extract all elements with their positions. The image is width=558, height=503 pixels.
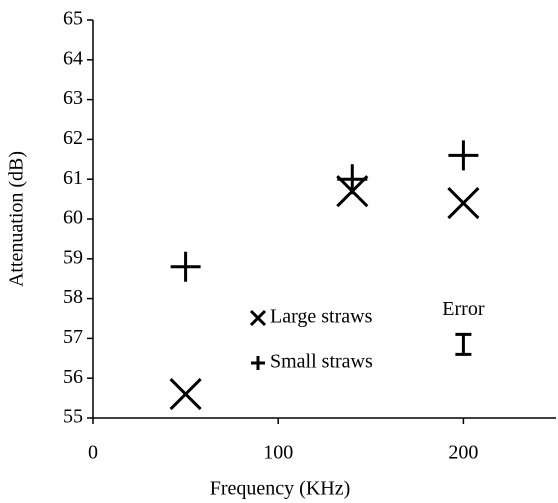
x-axis-label: Frequency (KHz) [210,478,351,500]
marker [337,164,368,195]
x-tick-label: 200 [448,442,478,464]
x-tick-label: 0 [88,442,98,464]
marker [169,378,202,411]
x-tick-label: 100 [263,442,293,464]
legend-marker [249,309,267,327]
y-tick-label: 55 [63,406,83,428]
marker [170,251,201,282]
y-tick-label: 63 [63,87,83,109]
y-tick-label: 60 [63,207,83,229]
y-tick-label: 56 [63,366,83,388]
y-tick-label: 57 [63,326,83,348]
legend-label: Large straws [270,306,373,328]
legend-marker [251,356,265,370]
y-tick-label: 59 [63,246,83,268]
legend-label: Small straws [270,351,373,373]
error-label: Error [442,298,485,320]
y-tick-label: 58 [63,286,83,308]
y-axis-label: Attenuation (dB) [6,151,28,287]
y-tick-label: 61 [63,167,83,189]
y-tick-label: 62 [63,127,83,149]
error-bar [455,332,472,356]
marker [447,187,480,220]
y-tick-label: 65 [63,8,83,30]
y-tick-label: 64 [63,47,83,69]
marker [448,140,479,171]
